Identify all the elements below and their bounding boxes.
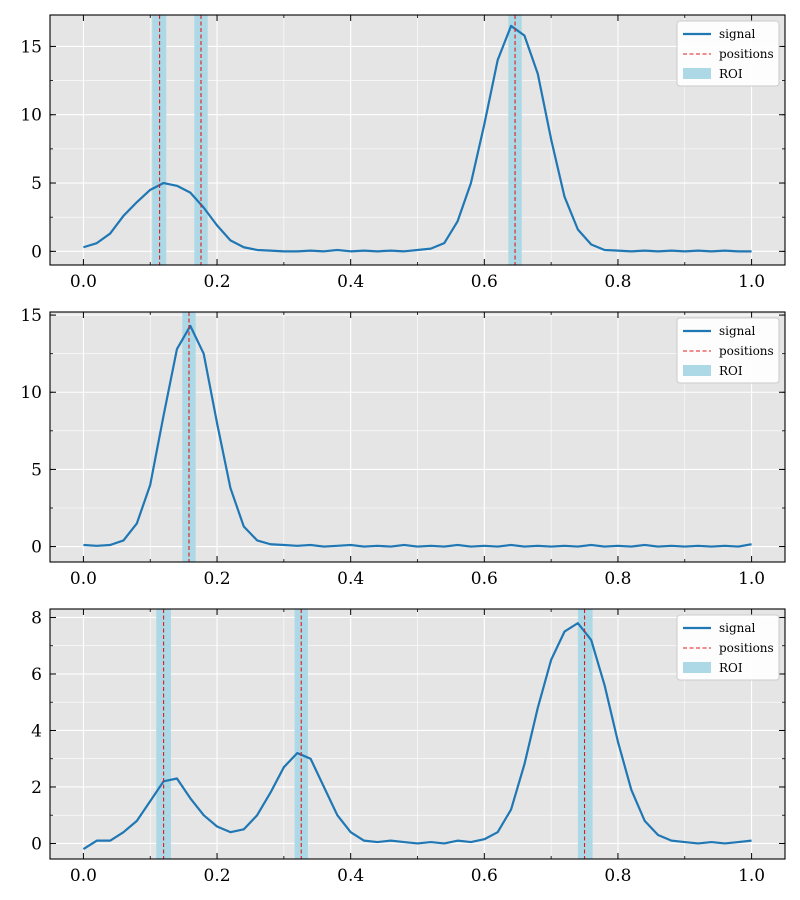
x-tick-label: 1.0 <box>738 272 765 292</box>
x-tick-label: 0.4 <box>337 569 364 589</box>
signal-line <box>82 622 752 851</box>
y-tick-label: 10 <box>20 106 42 126</box>
grid <box>50 312 785 562</box>
y-tick-label: 4 <box>31 721 42 741</box>
x-tick-label: 0.2 <box>204 569 231 589</box>
legend-positions-label: positions <box>719 47 774 61</box>
x-tick-label: 0.6 <box>471 272 498 292</box>
x-tick-label: 0.4 <box>337 272 364 292</box>
y-tick-label: 5 <box>31 174 42 194</box>
x-tick-label: 0.6 <box>471 569 498 589</box>
legend-positions-label: positions <box>719 344 774 358</box>
legend-roi-label: ROI <box>719 661 743 675</box>
x-tick-label: 0.0 <box>70 272 97 292</box>
x-tick-label: 0.4 <box>337 866 364 886</box>
x-tick-label: 0.8 <box>604 569 631 589</box>
x-tick-label: 1.0 <box>738 866 765 886</box>
y-tick-label: 6 <box>31 665 42 685</box>
legend: signal positions ROI <box>676 614 780 681</box>
chart-panel-3: 0.0 0.2 0.4 0.6 0.8 1.0 0 2 4 6 8 signal positions RO… <box>31 608 786 886</box>
signal-line <box>83 24 752 253</box>
legend: signal positions ROI <box>676 317 780 384</box>
x-tick-label: 0.0 <box>70 569 97 589</box>
chart-panel-1: 0.0 0.2 0.4 0.6 0.8 1.0 0 5 10 15 signal positions R… <box>20 14 786 292</box>
y-tick-label: 5 <box>31 460 42 480</box>
roi-span <box>577 609 593 859</box>
legend-roi-label: ROI <box>719 364 743 378</box>
x-tick-label: 0.0 <box>70 866 97 886</box>
x-tick-label: 0.8 <box>604 866 631 886</box>
legend-signal-label: signal <box>719 324 756 338</box>
x-tick-label: 0.2 <box>204 866 231 886</box>
signal-line <box>83 324 752 548</box>
legend-roi-label: ROI <box>719 67 743 81</box>
x-tick-label: 0.2 <box>204 272 231 292</box>
x-tick-label: 1.0 <box>738 569 765 589</box>
chart-panel-2: 0.0 0.2 0.4 0.6 0.8 1.0 0 5 10 15 signal positions R… <box>20 306 786 589</box>
y-tick-label: 8 <box>31 608 42 628</box>
x-tick-label: 0.6 <box>471 866 498 886</box>
y-tick-label: 15 <box>20 306 42 326</box>
legend-signal-label: signal <box>719 621 756 635</box>
legend-signal-label: signal <box>719 27 756 41</box>
y-tick-label: 0 <box>31 538 42 558</box>
y-tick-label: 0 <box>31 834 42 854</box>
legend: signal positions ROI <box>676 20 780 87</box>
legend-positions-label: positions <box>719 641 774 655</box>
y-tick-label: 0 <box>31 242 42 262</box>
x-tick-label: 0.8 <box>604 272 631 292</box>
grid <box>50 609 785 859</box>
y-tick-label: 2 <box>31 778 42 798</box>
y-tick-label: 15 <box>20 37 42 57</box>
legend-roi-swatch <box>683 662 711 673</box>
y-tick-label: 10 <box>20 383 42 403</box>
legend-roi-swatch <box>683 68 711 79</box>
legend-roi-swatch <box>683 365 711 376</box>
